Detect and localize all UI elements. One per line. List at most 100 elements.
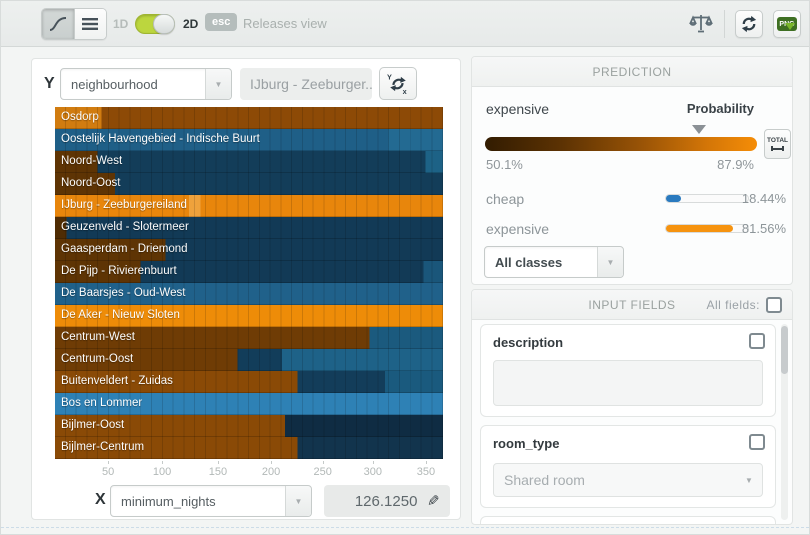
- probability-gradient-bar[interactable]: [485, 137, 757, 151]
- heatmap-row[interactable]: Bijlmer-Centrum: [55, 437, 443, 459]
- all-fields-checkbox[interactable]: [766, 297, 782, 313]
- prediction-panel: PREDICTION expensive Probability TOTAL 5…: [471, 56, 793, 285]
- releases-view-label: Releases view: [243, 16, 327, 31]
- heatmap-row[interactable]: Gaasperdam - Driemond: [55, 239, 443, 261]
- heatmap-row[interactable]: Oostelijk Havengebied - Indische Buurt: [55, 129, 443, 151]
- pencil-edit-icon[interactable]: ✎: [427, 493, 440, 510]
- y-field-select[interactable]: neighbourhood ▼: [60, 68, 232, 100]
- png-download-icon: PNG: [777, 17, 797, 31]
- heatmap-row-label: Gaasperdam - Driemond: [61, 243, 188, 255]
- x-tick-mark: [425, 461, 427, 464]
- chevron-down-icon[interactable]: ▼: [597, 247, 623, 277]
- heatmap-row[interactable]: De Pijp - Rivierenbuurt: [55, 261, 443, 283]
- heatmap-row-label: Bijlmer-Oost: [61, 419, 125, 431]
- svg-text:x: x: [403, 87, 408, 95]
- scrollbar-thumb[interactable]: [781, 326, 788, 374]
- list-view-button[interactable]: [73, 9, 106, 39]
- x-tick-label: 250: [313, 466, 332, 478]
- heatmap-row[interactable]: De Baarsjes - Oud-West: [55, 283, 443, 305]
- class-probability-track: [665, 194, 749, 203]
- heatmap-row[interactable]: Buitenveldert - Zuidas: [55, 371, 443, 393]
- fairness-balance-button[interactable]: [688, 11, 714, 37]
- heatmap-row[interactable]: Noord-Oost: [55, 173, 443, 195]
- heatmap-row-label: De Aker - Nieuw Sloten: [61, 309, 180, 321]
- field-card-number_of_reviews: number_of_reviews0430: [480, 516, 776, 524]
- prediction-header: PREDICTION: [472, 57, 792, 87]
- heatmap-row[interactable]: De Aker - Nieuw Sloten: [55, 305, 443, 327]
- description-checkbox[interactable]: [749, 333, 765, 349]
- heatmap-row[interactable]: Bijlmer-Oost: [55, 415, 443, 437]
- description-textarea[interactable]: [493, 360, 763, 406]
- chevron-down-icon[interactable]: ▼: [745, 475, 753, 485]
- all-fields-label: All fields:: [706, 298, 760, 312]
- heatmap-row-label: Noord-Oost: [61, 177, 121, 189]
- x-tick-mark: [217, 461, 219, 464]
- heatmap-row[interactable]: Centrum-Oost: [55, 349, 443, 371]
- heatmap-row[interactable]: Noord-West: [55, 151, 443, 173]
- x-tick-label: 100: [152, 466, 172, 478]
- fields-scrollbar[interactable]: [781, 324, 788, 520]
- heatmap[interactable]: Osdorp Oostelijk Havengebied - Indische B…: [55, 107, 443, 459]
- field-name: description: [493, 335, 564, 350]
- heatmap-row-label: Noord-West: [61, 155, 123, 167]
- export-png-button[interactable]: PNG: [773, 10, 801, 38]
- heatmap-row[interactable]: Geuzenveld - Slotermeer: [55, 217, 443, 239]
- esc-key-badge: esc: [205, 13, 238, 31]
- refresh-button[interactable]: [735, 10, 763, 38]
- x-tick-label: 200: [261, 466, 281, 478]
- heatmap-row-label: Centrum-West: [61, 331, 135, 343]
- sigmoid-curve-icon: [49, 17, 67, 31]
- room_type-select[interactable]: Shared room ▼: [493, 463, 763, 497]
- class-filter-select[interactable]: All classes ▼: [484, 246, 624, 278]
- toolbar-right-group: PNG: [688, 1, 801, 47]
- heatmap-row-label: Bijlmer-Centrum: [61, 441, 145, 453]
- field-card-description: description: [480, 324, 776, 417]
- room_type-checkbox[interactable]: [749, 434, 765, 450]
- class-name: cheap: [486, 191, 525, 207]
- refresh-icon: [740, 15, 758, 33]
- view-mode-switcher: [41, 8, 107, 40]
- x-current-value-editor[interactable]: 126.1250 ✎: [324, 485, 450, 517]
- x-tick-mark: [271, 461, 273, 464]
- x-current-value: 126.1250: [354, 492, 418, 510]
- toggle-knob[interactable]: [153, 14, 175, 34]
- dimension-toggle[interactable]: [135, 14, 175, 34]
- label-1d: 1D: [113, 17, 129, 31]
- swap-axes-icon: Y x: [387, 73, 409, 95]
- toolbar-separator: [724, 10, 725, 38]
- chevron-down-icon[interactable]: ▼: [285, 486, 311, 516]
- total-button[interactable]: TOTAL: [764, 129, 791, 159]
- x-tick-label: 150: [208, 466, 228, 478]
- probability-label: Probability: [686, 101, 754, 116]
- chart-view-button[interactable]: [42, 9, 74, 39]
- heatmap-row[interactable]: Centrum-West: [55, 327, 443, 349]
- input-fields-header: INPUT FIELDS All fields:: [472, 290, 792, 320]
- heatmap-row-label: IJburg - Zeeburgereiland: [61, 199, 187, 211]
- x-field-value: minimum_nights: [121, 493, 216, 509]
- y-field-value: neighbourhood: [71, 76, 158, 92]
- heatmap-row-label: Buitenveldert - Zuidas: [61, 375, 173, 387]
- heatmap-row-label: De Baarsjes - Oud-West: [61, 287, 186, 299]
- prediction-top-labels: expensive Probability: [486, 101, 754, 117]
- class-probability-row: expensive 81.56%: [472, 215, 792, 245]
- heatmap-row[interactable]: Osdorp: [55, 107, 443, 129]
- class-name: expensive: [486, 221, 550, 237]
- heatmap-row[interactable]: IJburg - Zeeburgereiland: [55, 195, 443, 217]
- y-axis-letter: Y: [44, 75, 55, 92]
- room_type-value: Shared room: [504, 472, 585, 488]
- class-probability-fill: [666, 195, 682, 202]
- hamburger-icon: [82, 18, 99, 30]
- total-label: TOTAL: [766, 137, 789, 144]
- probability-marker[interactable]: [692, 125, 706, 134]
- x-tick-mark: [372, 461, 374, 464]
- class-probability-value: 81.56%: [741, 221, 786, 236]
- heatmap-row[interactable]: Bos en Lommer: [55, 393, 443, 415]
- heatmap-row-label: Centrum-Oost: [61, 353, 134, 365]
- field-card-room_type: room_type Shared room ▼: [480, 425, 776, 508]
- x-field-select[interactable]: minimum_nights ▼: [110, 485, 312, 517]
- class-probability-fill: [666, 225, 733, 232]
- swap-axes-button[interactable]: Y x: [379, 67, 417, 100]
- chart-panel: Y neighbourhood ▼ IJburg - Zeeburger... …: [31, 58, 461, 520]
- chevron-down-icon[interactable]: ▼: [205, 69, 231, 99]
